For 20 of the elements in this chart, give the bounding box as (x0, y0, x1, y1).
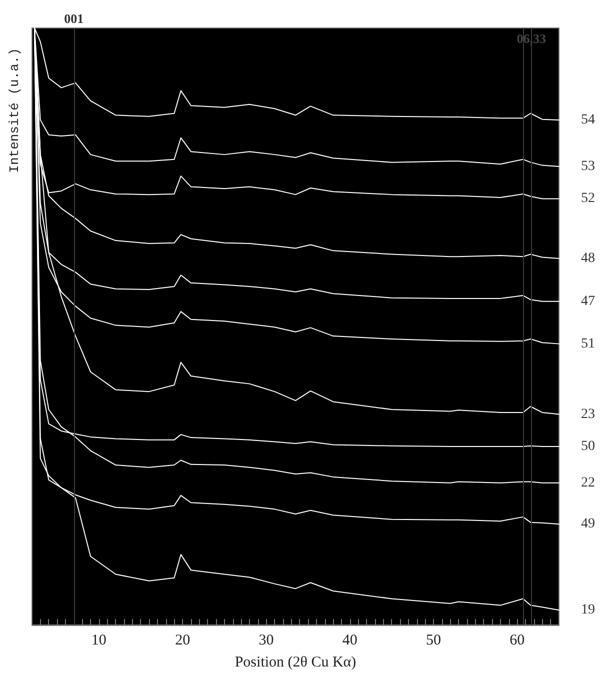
x-tick-label: 50 (426, 632, 442, 648)
y-axis-title: Intensité (u.a.) (7, 48, 22, 173)
series-label: 19 (581, 602, 595, 618)
x-tick-label: 40 (342, 632, 358, 648)
series-label: 22 (581, 475, 595, 490)
x-tick-label: 30 (258, 632, 274, 648)
series-label: 52 (581, 191, 595, 206)
series-label: 23 (581, 406, 595, 422)
series-label: 47 (581, 294, 595, 309)
x-tick-label: 20 (175, 632, 190, 648)
series-label: 51 (581, 336, 595, 352)
series-label: 50 (581, 438, 595, 454)
x-tick-label: 60 (510, 632, 525, 648)
series-label: 49 (581, 516, 595, 532)
series-label: 48 (581, 250, 595, 266)
series-label: 53 (581, 159, 595, 174)
text: 001 (64, 11, 84, 26)
series-label: 54 (581, 112, 595, 128)
x-axis-title: Position (2θ Cu Kα) (234, 654, 356, 670)
x-tick-label: 10 (91, 632, 106, 648)
